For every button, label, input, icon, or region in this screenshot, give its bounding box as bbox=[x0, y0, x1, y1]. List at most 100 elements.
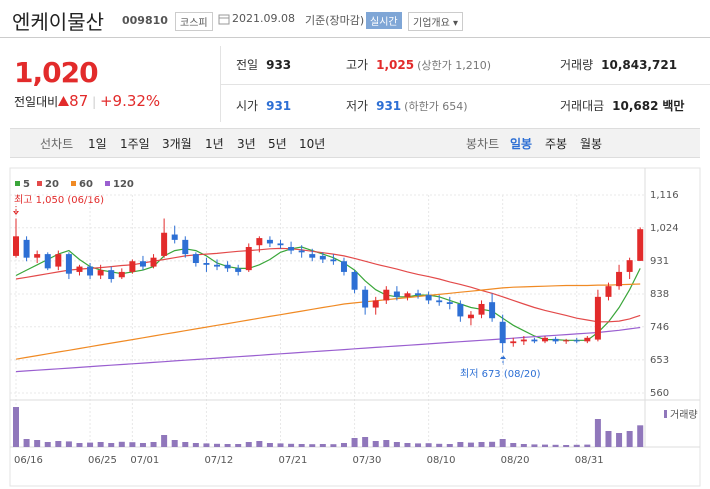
volume-bar bbox=[129, 442, 136, 447]
candle-body bbox=[277, 243, 284, 246]
x-tick-label: 07/01 bbox=[130, 455, 159, 466]
line-chart-tab[interactable]: 선차트 bbox=[40, 137, 74, 151]
volume-bar bbox=[552, 444, 559, 447]
candle-body bbox=[97, 270, 104, 276]
candle-chart-tab[interactable]: 봉차트 bbox=[466, 137, 500, 151]
volume-bar bbox=[478, 442, 485, 447]
volume-bar bbox=[584, 444, 591, 447]
summary-cell: 시가 931 bbox=[236, 97, 291, 114]
legend-label: 20 bbox=[45, 179, 59, 190]
stock-name: 엔케이물산 bbox=[12, 10, 104, 34]
y-tick-label: 560 bbox=[650, 388, 669, 399]
candle-body bbox=[87, 266, 94, 276]
candle-body bbox=[393, 291, 400, 297]
volume-bar bbox=[531, 444, 538, 447]
volume-bar bbox=[256, 441, 263, 447]
volume-bar bbox=[171, 440, 178, 447]
unit: 백만 bbox=[662, 99, 685, 113]
candle-body bbox=[616, 271, 623, 287]
label: 시가 bbox=[236, 99, 259, 113]
label: 거래량 bbox=[560, 58, 594, 72]
candle-body bbox=[383, 289, 390, 301]
volume-bar bbox=[594, 419, 601, 447]
candle-period-tab[interactable]: 월봉 bbox=[580, 137, 603, 151]
candle-body bbox=[182, 239, 189, 255]
change-label: 전일대비 bbox=[14, 95, 59, 109]
volume-bar bbox=[13, 407, 19, 447]
candle-body bbox=[584, 337, 591, 342]
label: 전일 bbox=[236, 58, 259, 72]
period-tab[interactable]: 1일 bbox=[88, 137, 107, 151]
moving-average bbox=[15, 283, 641, 360]
candle-period-tab[interactable]: 주봉 bbox=[545, 137, 568, 151]
candle-body bbox=[171, 234, 178, 240]
realtime-button[interactable]: 실시간 bbox=[366, 12, 402, 29]
volume-bar bbox=[626, 431, 633, 447]
candle-body bbox=[594, 296, 601, 340]
volume-bar bbox=[499, 439, 506, 447]
x-tick-label: 08/10 bbox=[427, 455, 456, 466]
period-tab[interactable]: 3년 bbox=[237, 137, 256, 151]
volume-bar bbox=[182, 442, 189, 447]
high-annotation: 최고 1,050 (06/16) bbox=[14, 194, 104, 206]
period-tab[interactable]: 5년 bbox=[268, 137, 287, 151]
volume-bar bbox=[87, 442, 94, 447]
volume-bar bbox=[425, 443, 432, 447]
candle-body bbox=[34, 254, 41, 258]
chart: 최고 1,050 (06/16) 최저 673 (08/20) 1,116 1,0… bbox=[9, 167, 701, 487]
change: 전일대비 87 | +9.32% bbox=[14, 92, 161, 110]
candle-body bbox=[340, 261, 347, 272]
volume-bar bbox=[44, 442, 51, 447]
x-tick-label: 08/20 bbox=[501, 455, 530, 466]
volume-bar bbox=[76, 443, 83, 447]
label: 고가 bbox=[346, 58, 369, 72]
label: 거래대금 bbox=[560, 99, 605, 113]
candle-body bbox=[118, 271, 125, 278]
x-tick-label: 07/21 bbox=[279, 455, 308, 466]
x-tick-label: 08/31 bbox=[575, 455, 604, 466]
candle-body bbox=[76, 266, 83, 272]
value: 10,843,721 bbox=[601, 58, 678, 72]
summary-cell: 전일 933 bbox=[236, 56, 291, 73]
volume-bar bbox=[330, 444, 337, 447]
volume-bar bbox=[97, 442, 104, 447]
period-tab[interactable]: 1주일 bbox=[120, 137, 150, 151]
market-badge: 코스피 bbox=[175, 12, 213, 31]
volume-bar bbox=[118, 441, 125, 447]
change-value: 87 bbox=[69, 92, 89, 110]
period-tab[interactable]: 1년 bbox=[205, 137, 224, 151]
candle-body bbox=[245, 246, 252, 271]
candle-body bbox=[573, 340, 580, 342]
volume-bar bbox=[266, 443, 273, 447]
legend-swatch bbox=[71, 181, 76, 186]
candle-body bbox=[542, 337, 548, 342]
candle-body bbox=[288, 246, 295, 251]
volume-bar bbox=[139, 443, 146, 447]
candle-body bbox=[192, 254, 199, 264]
x-tick-label: 06/16 bbox=[14, 455, 43, 466]
candle-body bbox=[467, 314, 474, 319]
period-tab[interactable]: 10년 bbox=[299, 137, 326, 151]
value: 931 bbox=[376, 99, 402, 113]
volume-bar bbox=[309, 444, 316, 447]
stock-code: 009810 bbox=[122, 14, 168, 27]
overview-label: 기업개요 bbox=[413, 18, 450, 29]
candle-body bbox=[129, 261, 136, 272]
candle-body bbox=[161, 232, 168, 256]
volume-bar bbox=[383, 440, 390, 447]
candle-body bbox=[478, 303, 485, 315]
candle-body bbox=[65, 254, 72, 274]
candle-body bbox=[637, 229, 644, 261]
volume-legend-swatch bbox=[664, 410, 667, 418]
period-tab[interactable]: 3개월 bbox=[162, 137, 192, 151]
candle-body bbox=[309, 254, 316, 258]
overview-button[interactable]: 기업개요 ▾ bbox=[408, 12, 464, 31]
candle-period-tab[interactable]: 일봉 bbox=[510, 137, 533, 151]
note: (상한가 1,210) bbox=[417, 59, 491, 72]
volume-bar bbox=[404, 443, 411, 447]
candle-body bbox=[224, 264, 231, 269]
volume-bar bbox=[563, 445, 570, 447]
volume-bar bbox=[467, 442, 474, 447]
volume-bar bbox=[288, 443, 295, 447]
